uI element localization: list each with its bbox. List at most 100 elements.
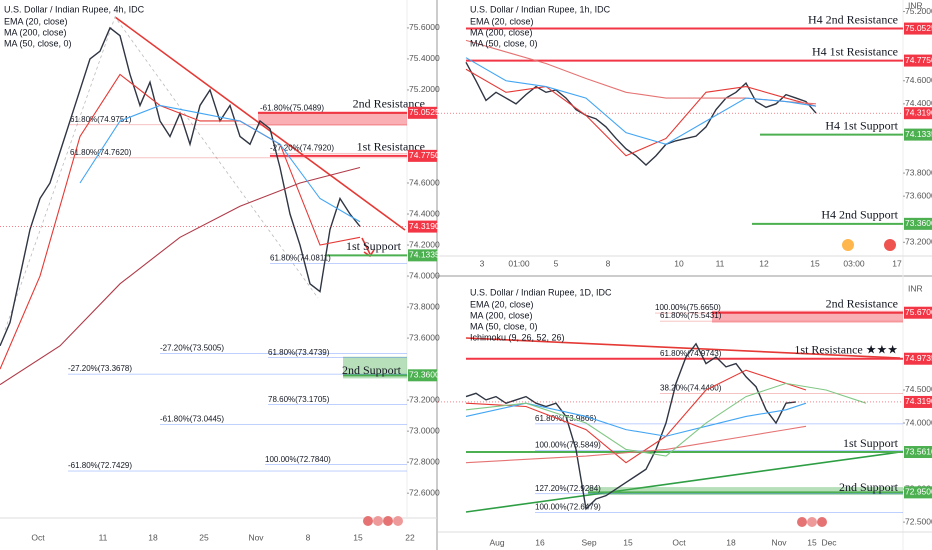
price-tag: [904, 395, 932, 408]
level-band: [258, 111, 407, 126]
legend-entry: MA (50, close, 0): [470, 321, 538, 331]
x-tick-label: 12: [759, 258, 769, 268]
plot-area: [438, 27, 903, 225]
chart-title: U.S. Dollar / Indian Rupee, 1h, IDC: [470, 4, 611, 14]
y-tick-label: 74.4000: [409, 208, 440, 218]
y-tick-label: 72.8000: [409, 456, 440, 466]
y-tick-label: 73.2000: [409, 394, 440, 404]
y-tick-label: 74.6000: [905, 75, 932, 85]
price-tag-label: 73.3600: [409, 370, 440, 380]
price-tag-label: 74.3190: [409, 221, 440, 231]
x-tick-label: 17: [892, 258, 902, 268]
level-label: 1st Resistance ★★★: [794, 342, 898, 356]
y-tick-label: 73.6000: [905, 190, 932, 200]
price-tag-label: 74.9735: [905, 353, 932, 363]
y-tick-label: 74.5000: [905, 384, 932, 394]
x-tick-label: Dec: [821, 537, 837, 547]
legend-entry: MA (50, close, 0): [4, 38, 72, 48]
price-tag: [904, 486, 932, 499]
legend-entry: MA (200, close): [470, 27, 533, 37]
level-label: 2nd Support: [342, 363, 402, 377]
x-tick-label: 03:00: [843, 258, 865, 268]
x-tick-label: 8: [606, 258, 611, 268]
price-line: [465, 342, 797, 511]
fib-label: 61.80%(75.5431): [660, 311, 722, 320]
trendline: [114, 16, 406, 231]
fib-swing: [4, 16, 319, 331]
indicator-line: [79, 104, 361, 223]
x-tick-label: Nov: [248, 532, 264, 542]
x-tick-label: 15: [807, 537, 817, 547]
price-tag: [408, 249, 437, 262]
x-tick-label: 15: [623, 537, 633, 547]
price-tag: [904, 446, 932, 459]
fib-label: -27.20%(74.7920): [270, 143, 334, 152]
level-label: 1st Support: [346, 239, 402, 253]
price-tag-label: 75.0525: [409, 107, 440, 117]
plot-area: -61.80%(75.0489) 61.80%(74.9751) -27.20%(7…: [0, 26, 407, 472]
x-tick-label: Nov: [771, 537, 787, 547]
fib-label: 78.60%(73.1705): [268, 395, 330, 404]
level-label: 2nd Resistance: [353, 97, 425, 111]
level-band: [712, 310, 903, 323]
y-tick-label: 73.8000: [409, 301, 440, 311]
trendline: [465, 337, 901, 359]
level-label: 2nd Support: [839, 480, 899, 494]
x-tick-label: Oct: [672, 537, 686, 547]
indicator-line: [465, 382, 867, 457]
fib-label: 61.80%(74.9751): [70, 115, 132, 124]
legend-entry: Ichimoku (9, 26, 52, 26): [470, 332, 565, 342]
indicator-line: [465, 68, 817, 157]
fib-label: 100.00%(72.6479): [535, 502, 601, 511]
price-tag-label: 74.3190: [905, 107, 932, 117]
level-label: H4 1st Resistance: [812, 44, 898, 58]
y-tick-label: 72.5000: [905, 516, 932, 526]
unit-label: INR: [908, 283, 923, 293]
x-tick-label: 5: [554, 258, 559, 268]
x-tick-label: Aug: [489, 537, 504, 547]
level-label: H4 2nd Support: [821, 208, 898, 222]
y-tick-label: 75.6000: [409, 22, 440, 32]
unit-label: INR: [908, 0, 923, 10]
legend-entry: EMA (20, close): [470, 16, 534, 26]
fib-label: 61.80%(74.0811): [270, 254, 331, 263]
x-tick-label: 25: [199, 532, 209, 542]
x-tick-label: 15: [353, 532, 363, 542]
price-tag-label: 73.3600: [905, 218, 932, 228]
level-label: 2nd Resistance: [826, 296, 898, 310]
chart-title: U.S. Dollar / Indian Rupee, 1D, IDC: [470, 287, 612, 297]
x-tick-label: 18: [148, 532, 158, 542]
x-tick-label: 22: [405, 532, 415, 542]
y-tick-label: 74.2000: [409, 239, 440, 249]
y-tick-label: 75.2000: [409, 84, 440, 94]
fib-label: 38.20%(74.4480): [660, 384, 722, 393]
level-label: H4 1st Support: [825, 118, 898, 132]
y-tick-label: 75.2000: [905, 6, 932, 16]
y-tick-label: 72.6000: [409, 487, 440, 497]
price-tag-label: 74.7750: [409, 150, 440, 160]
fib-label: 127.20%(72.9284): [535, 484, 601, 493]
x-tick-label: 16: [535, 537, 545, 547]
indicator-line: [0, 73, 361, 370]
y-tick-label: 74.0000: [409, 270, 440, 280]
x-tick-label: 18: [726, 537, 736, 547]
fib-label: -27.20%(73.3678): [68, 364, 132, 373]
price-tag: [904, 128, 932, 141]
fib-label: 100.00%(75.6650): [655, 303, 721, 312]
legend-entry: MA (200, close): [470, 310, 533, 320]
legend-entry: MA (50, close, 0): [470, 38, 538, 48]
y-tick-label: 74.4000: [905, 98, 932, 108]
price-tag-label: 72.9500: [905, 487, 932, 497]
x-tick-label: 8: [306, 532, 311, 542]
fib-label: 61.80%(74.7620): [70, 148, 132, 157]
price-tag-label: 75.0525: [905, 23, 932, 33]
legend-entry: MA (200, close): [4, 27, 67, 37]
indicator-line: [465, 425, 807, 464]
level-label: 1st Support: [843, 436, 899, 450]
fib-label: -27.20%(73.5005): [160, 344, 224, 353]
y-tick-label: 73.0000: [409, 425, 440, 435]
x-tick-label: 11: [99, 532, 108, 542]
logos: [363, 239, 896, 527]
y-tick-label: 73.8000: [905, 167, 932, 177]
